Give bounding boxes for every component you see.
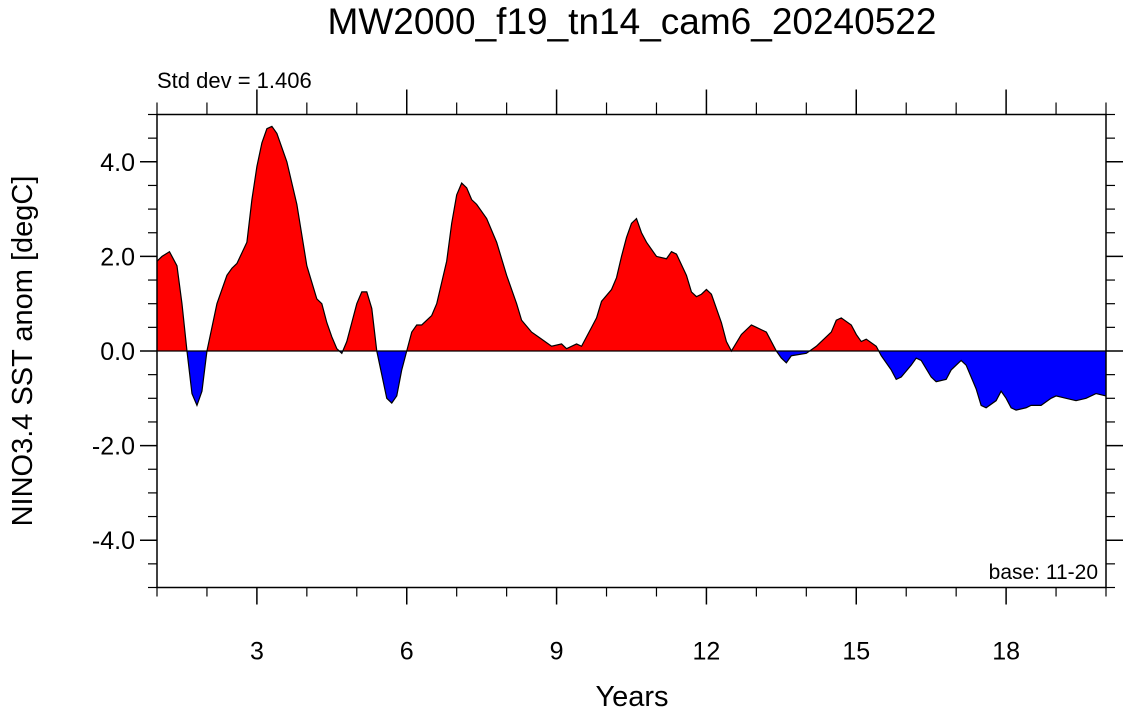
y-tick-label: 2.0 [100, 243, 135, 271]
x-tick-label: 9 [550, 638, 564, 666]
area-outline [156, 125, 1107, 411]
x-tick-label: 12 [693, 638, 721, 666]
x-tick-label: 3 [250, 638, 264, 666]
y-tick-label: -2.0 [92, 433, 135, 461]
y-axis-label: NINO3.4 SST anom [degC] [7, 176, 39, 527]
std-dev-annotation: Std dev = 1.406 [157, 68, 312, 93]
x-axis-label: Years [595, 681, 668, 713]
area-above [157, 126, 1106, 351]
x-tick-label: 18 [992, 638, 1020, 666]
y-tick-label: 4.0 [100, 149, 135, 177]
chart-title: MW2000_f19_tn14_cam6_20240522 [328, 1, 937, 42]
x-tick-label: 15 [842, 638, 870, 666]
base-annotation: base: 11-20 [989, 561, 1098, 584]
area-below [157, 351, 1106, 411]
x-tick-label: 6 [400, 638, 414, 666]
y-tick-label: -4.0 [92, 527, 135, 555]
y-tick-label: 0.0 [100, 338, 135, 366]
